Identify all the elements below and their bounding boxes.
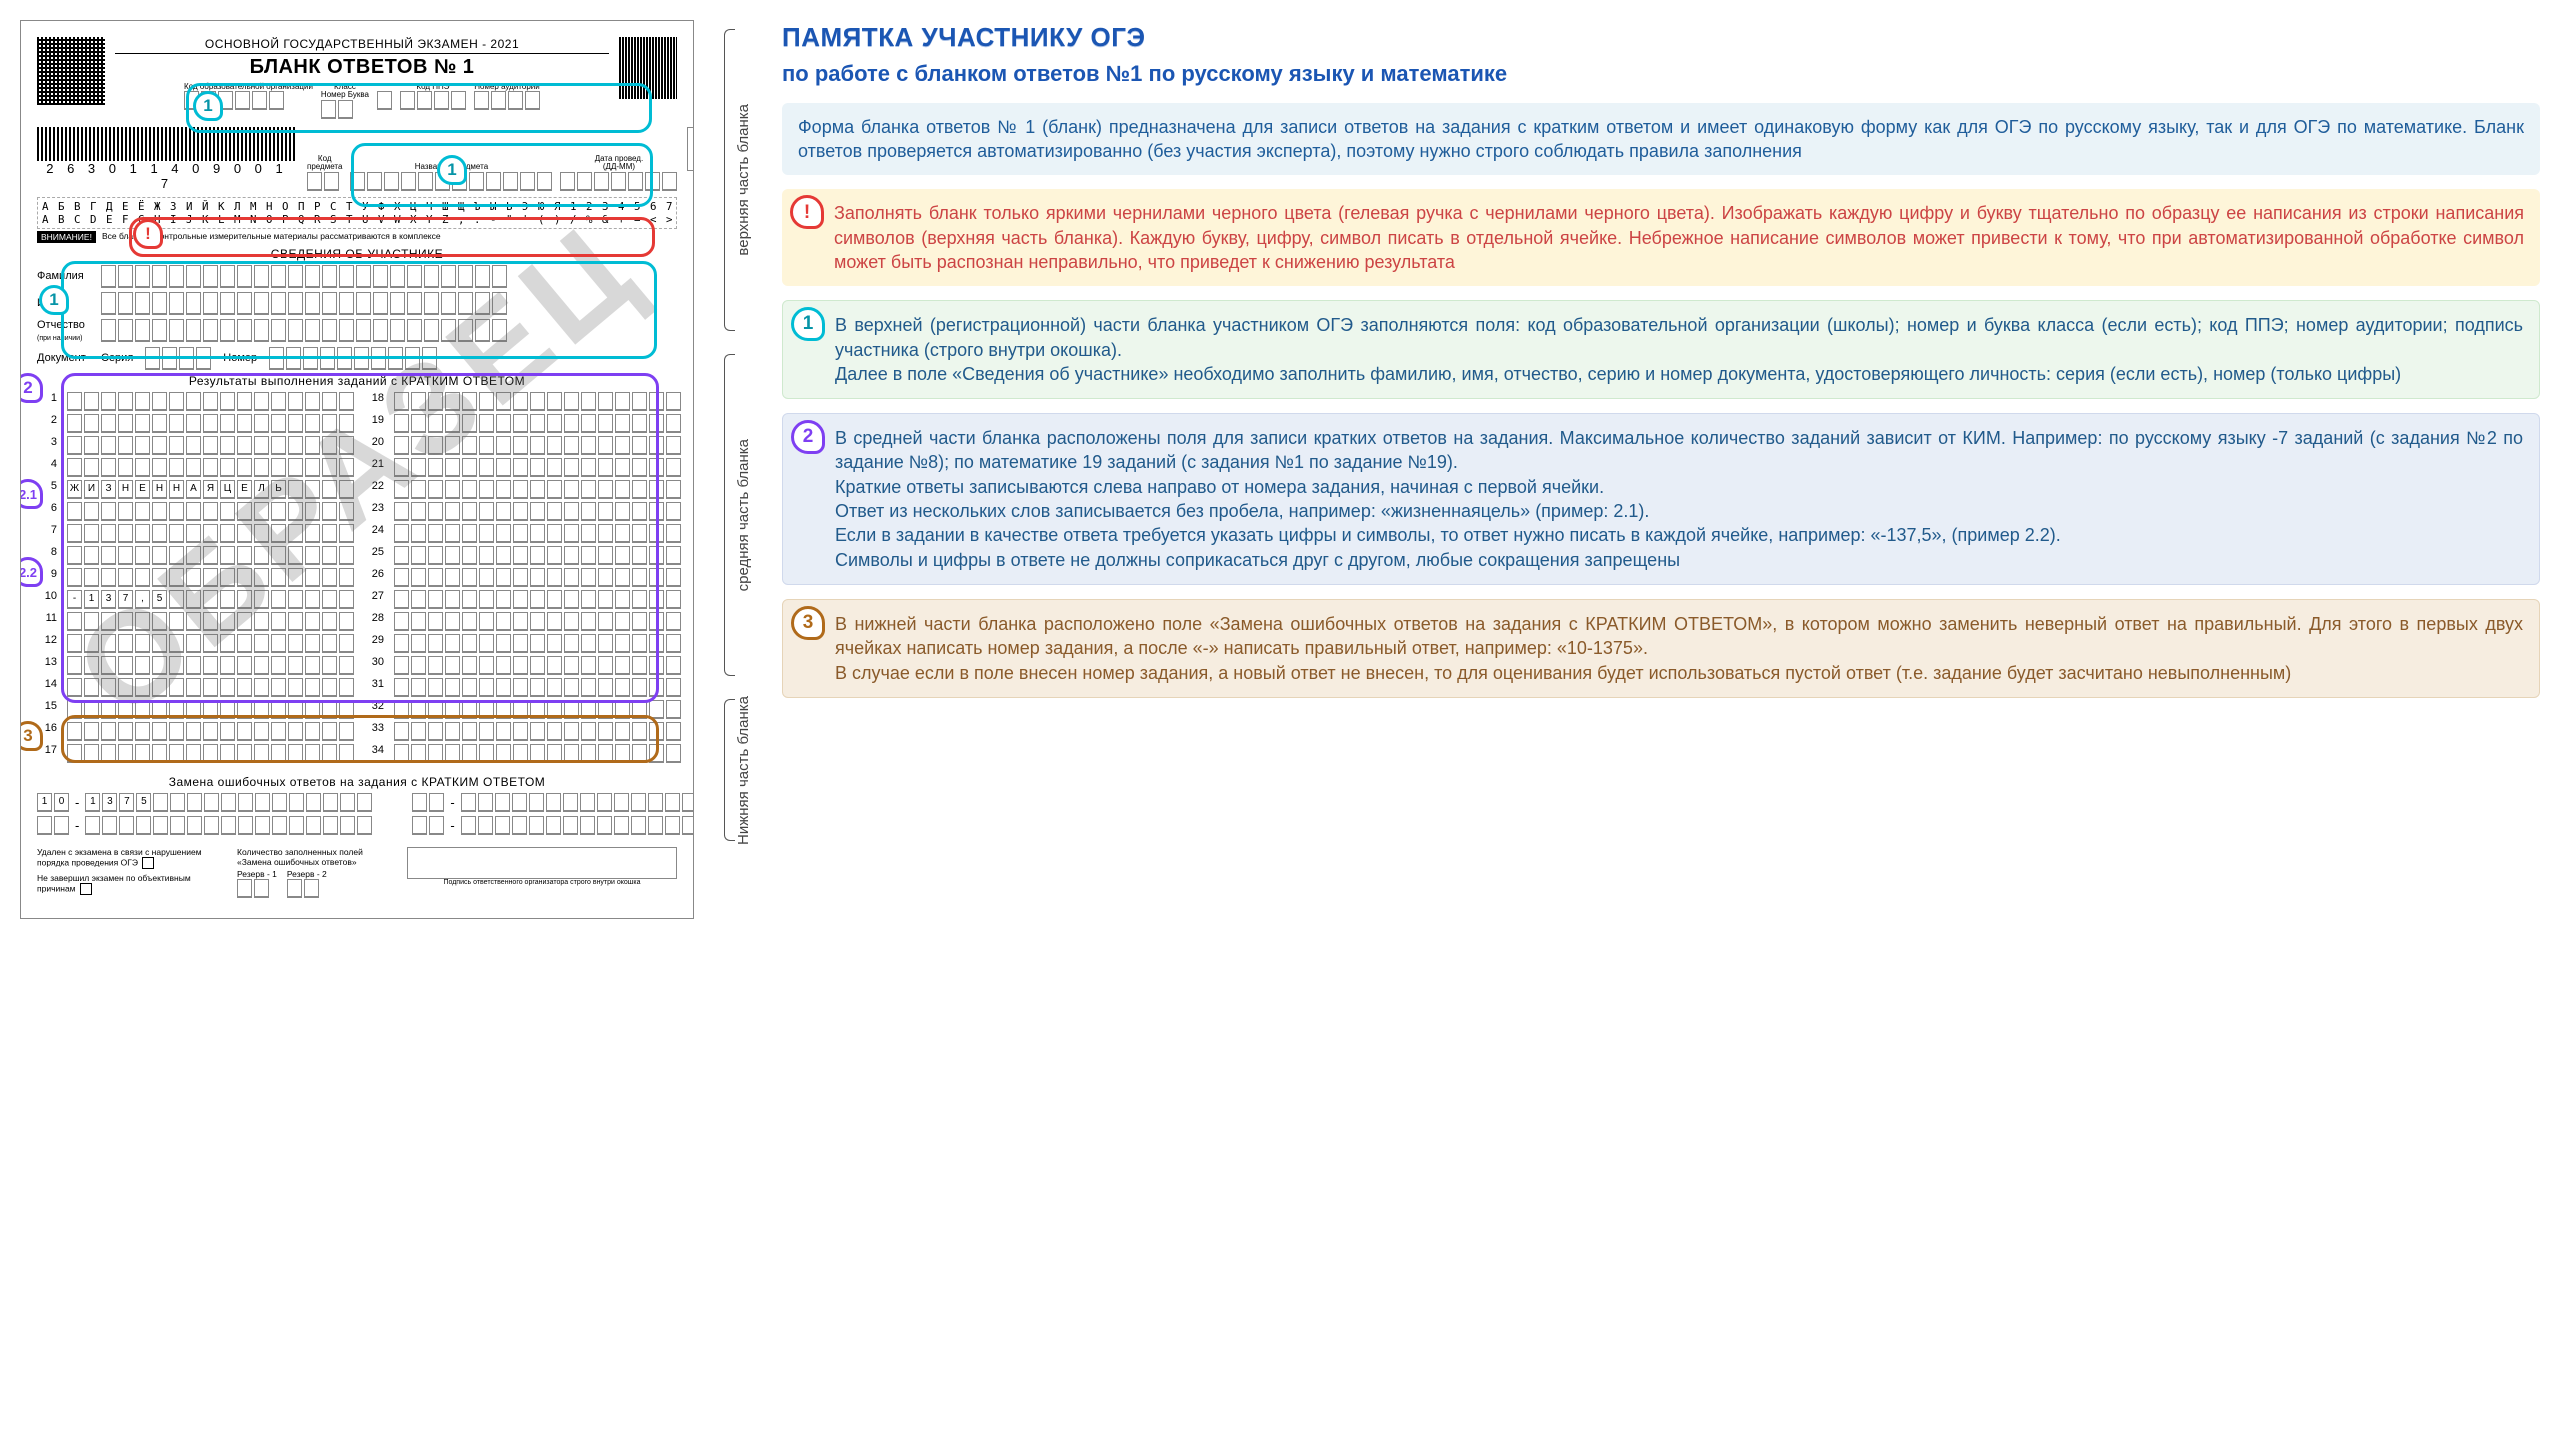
warn-icon: ! bbox=[790, 195, 824, 229]
section-brackets: верхняя часть бланка средняя часть бланк… bbox=[724, 20, 752, 850]
memo-warn-box: ! Заполнять бланк только яркими чернилам… bbox=[782, 189, 2540, 286]
lbl-series: Серия bbox=[101, 352, 133, 364]
ft-fc: Количество заполненных полей «Замена оши… bbox=[237, 847, 387, 867]
callout-2-1: 2.1 bbox=[20, 479, 43, 509]
form-title-top: ОСНОВНОЙ ГОСУДАРСТВЕННЫЙ ЭКЗАМЕН - 2021 bbox=[115, 37, 609, 54]
lbl-patr-n: (при наличии) bbox=[37, 335, 82, 342]
badge-1: 1 bbox=[791, 307, 825, 341]
ft-orgsig: Подпись ответственного организатора стро… bbox=[407, 879, 677, 886]
ft-r1: Резерв - 1 bbox=[237, 869, 277, 879]
lbl-surname: Фамилия bbox=[37, 270, 101, 282]
callout-1b: 1 bbox=[437, 155, 467, 185]
signature-box bbox=[687, 127, 694, 171]
sect-bot: Нижняя часть бланка bbox=[735, 696, 752, 845]
barcode-vertical-icon bbox=[619, 37, 677, 99]
ft-removed: Удален с экзамена в связи с нарушением п… bbox=[37, 847, 202, 867]
signature-label: Подпись участника строго внутри окошка bbox=[687, 173, 694, 191]
ft-r2: Резерв - 2 bbox=[287, 869, 327, 879]
lbl-room: Номер аудитории bbox=[474, 83, 540, 91]
lbl-datef: (ДД-ММ) bbox=[603, 162, 635, 171]
answer-form-mock: ОБРАЗЕЦ ОСНОВНОЙ ГОСУДАРСТВЕННЫЙ ЭКЗАМЕН… bbox=[20, 20, 694, 919]
memo-title-2: по работе с бланком ответов №1 по русско… bbox=[782, 59, 2540, 89]
callout-1a: 1 bbox=[193, 91, 223, 121]
badge-3: 3 bbox=[791, 606, 825, 640]
memo-warn-text: Заполнять бланк только яркими чернилами … bbox=[834, 203, 2524, 272]
memo-text-1: В верхней (регистрационной) части бланка… bbox=[835, 315, 2523, 384]
lbl-number: Номер bbox=[223, 352, 257, 364]
replace-title: Замена ошибочных ответов на задания с КР… bbox=[37, 771, 677, 793]
answers-title: Результаты выполнения заданий с КРАТКИМ … bbox=[37, 370, 677, 392]
lbl-cnum: Номер bbox=[321, 90, 346, 99]
callout-warn: ! bbox=[133, 219, 163, 249]
participant-block: Фамилия Имя Отчество(при наличии) Докуме… bbox=[37, 265, 677, 370]
sect-mid: средняя часть бланка bbox=[735, 439, 752, 591]
memo: ПАМЯТКА УЧАСТНИКУ ОГЭ по работе с бланко… bbox=[782, 20, 2540, 712]
lbl-clet: Буква bbox=[348, 90, 369, 99]
memo-text-3: В нижней части бланка расположено поле «… bbox=[835, 614, 2523, 683]
callout-2-2: 2.2 bbox=[20, 557, 43, 587]
memo-box-2: 2 В средней части бланка расположены пол… bbox=[782, 413, 2540, 585]
attention-label: ВНИМАНИЕ! bbox=[37, 231, 96, 243]
callout-3: 3 bbox=[20, 721, 43, 751]
lbl-ppe: Код ППЭ bbox=[400, 83, 466, 91]
memo-text-2: В средней части бланка расположены поля … bbox=[835, 428, 2523, 569]
lbl-doc: Документ bbox=[37, 352, 101, 364]
qr-code-icon bbox=[37, 37, 105, 105]
callout-2: 2 bbox=[20, 373, 43, 403]
lbl-org-code: Код образовательной организации bbox=[184, 83, 313, 91]
answers-grid: 1182193204215ЖИЗНЕННАЯЦЕЛЬ22623724825926… bbox=[37, 392, 677, 763]
ft-nf: Не завершил экзамен по объективным причи… bbox=[37, 873, 191, 893]
memo-box-1: 1 В верхней (регистрационной) части блан… bbox=[782, 300, 2540, 399]
callout-1c: 1 bbox=[39, 285, 69, 315]
memo-box-3: 3 В нижней части бланка расположено поле… bbox=[782, 599, 2540, 698]
memo-title-1: ПАМЯТКА УЧАСТНИКУ ОГЭ bbox=[782, 20, 2540, 55]
participant-title: СВЕДЕНИЯ ОБ УЧАСТНИКЕ bbox=[37, 243, 677, 265]
lbl-subj-code: Код предмета bbox=[307, 155, 342, 172]
sect-top: верхняя часть бланка bbox=[735, 104, 752, 256]
badge-2: 2 bbox=[791, 420, 825, 454]
lbl-patr: Отчество bbox=[37, 319, 85, 331]
barcode-horizontal-icon bbox=[37, 127, 297, 161]
barcode-number: 2 6 3 0 1 1 4 0 9 0 0 1 7 bbox=[37, 161, 297, 191]
charset-ru: А Б В Г Д Е Ё Ж З И Й К Л М Н О П Р С Т … bbox=[42, 200, 672, 213]
memo-intro-box: Форма бланка ответов № 1 (бланк) предназ… bbox=[782, 103, 2540, 176]
form-title-main: БЛАНК ОТВЕТОВ № 1 bbox=[115, 54, 609, 79]
memo-intro-text: Форма бланка ответов № 1 (бланк) предназ… bbox=[798, 117, 2524, 161]
